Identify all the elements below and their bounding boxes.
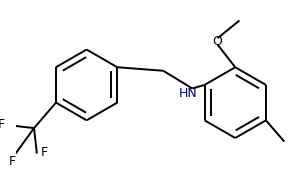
Text: F: F	[9, 155, 16, 168]
Text: F: F	[41, 146, 48, 159]
Text: F: F	[0, 118, 5, 131]
Text: O: O	[213, 35, 222, 48]
Text: HN: HN	[179, 87, 197, 100]
